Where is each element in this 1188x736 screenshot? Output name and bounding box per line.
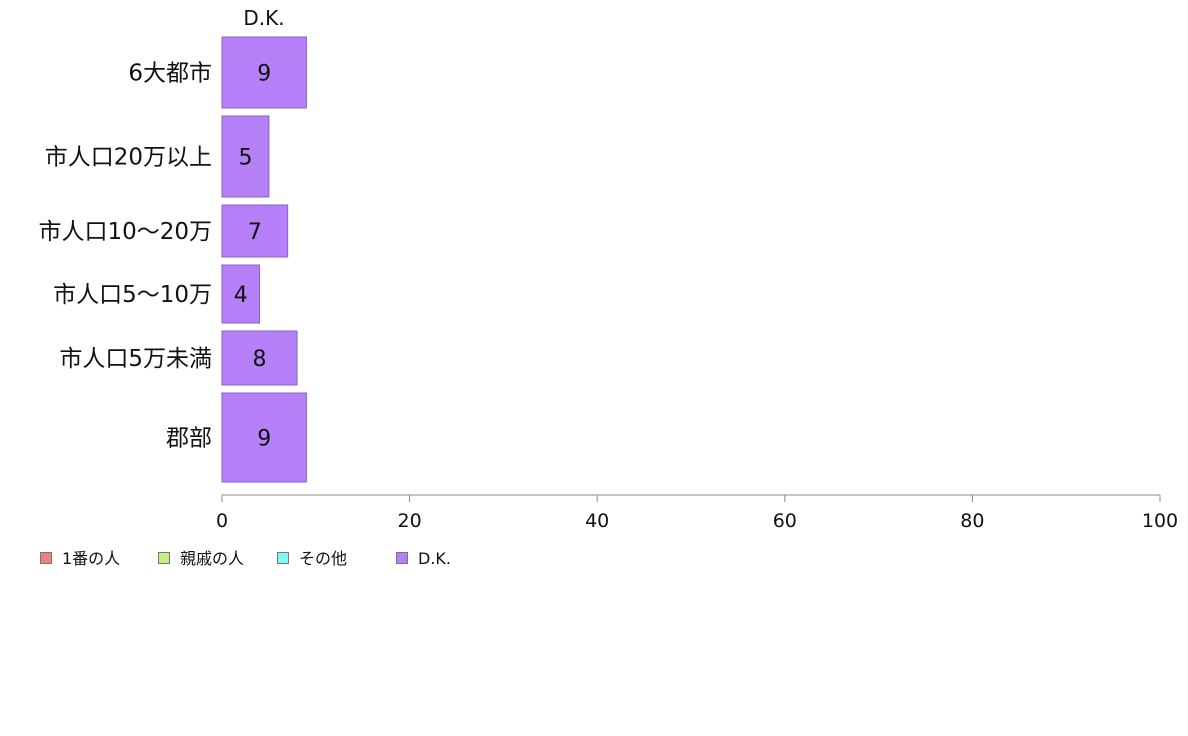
bar-segment <box>221 392 307 483</box>
legend-label: その他 <box>299 549 348 568</box>
legend-label: 1番の人 <box>62 549 121 568</box>
category-label: 市人口5～10万 <box>53 282 212 308</box>
top-series-label: D.K. <box>243 6 284 30</box>
legend-swatch <box>158 552 170 564</box>
stacked-bar-chart: D.K. 9 5 7 4 8 9 6大都市市人口20万以上市人口10～20万市人口5～10… <box>38 6 1178 532</box>
bar-segment <box>221 264 261 324</box>
category-label: 市人口20万以上 <box>45 145 212 171</box>
x-tick-label: 40 <box>585 510 609 532</box>
bar-segment <box>221 36 307 109</box>
data-label: 5 <box>238 146 252 171</box>
category-label: 市人口5万未満 <box>59 346 212 372</box>
legend-swatch <box>396 552 408 564</box>
data-label: 9 <box>257 427 271 452</box>
x-tick-label: 20 <box>398 510 422 532</box>
legend-label: D.K. <box>418 549 451 568</box>
category-label: 郡部 <box>166 426 212 452</box>
bar-segment <box>221 330 298 386</box>
bar-segment <box>221 115 270 198</box>
data-label: 8 <box>253 347 267 372</box>
bar-segment <box>221 204 289 258</box>
data-label: 7 <box>248 220 262 245</box>
x-tick-label: 60 <box>773 510 797 532</box>
data-label: 4 <box>234 283 248 308</box>
x-tick-label: 0 <box>216 510 228 532</box>
category-label: 市人口10～20万 <box>38 219 212 245</box>
legend-swatch <box>40 552 52 564</box>
x-tick-label: 100 <box>1142 510 1178 532</box>
data-label: 9 <box>257 62 271 87</box>
bars-group: 9 5 7 4 8 9 <box>221 36 307 483</box>
legend-label: 親戚の人 <box>180 549 245 568</box>
category-label: 6大都市 <box>128 61 212 87</box>
x-tick-label: 80 <box>960 510 984 532</box>
legend-swatch <box>277 552 289 564</box>
x-axis: 0 20 40 60 80 100 <box>216 494 1178 532</box>
